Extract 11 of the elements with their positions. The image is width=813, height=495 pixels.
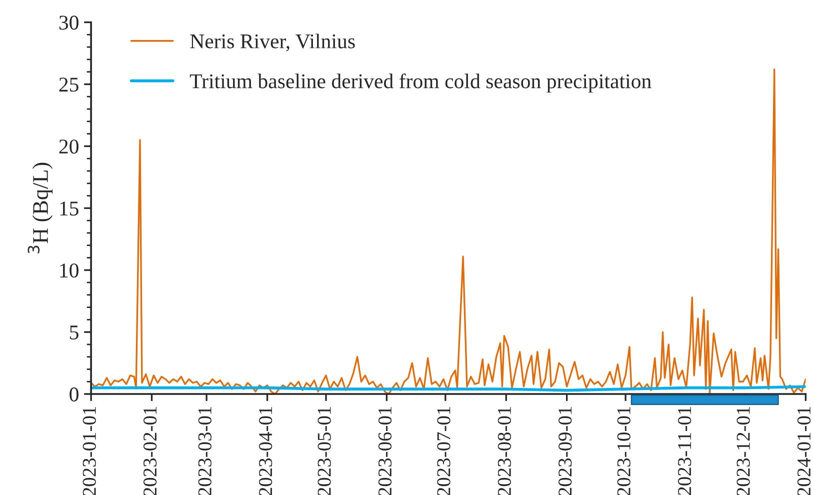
y-tick-label: 10 [60,263,78,278]
x-tick-label: 2023-11-01 [678,406,692,495]
legend-label: Neris River, Vilnius [190,34,355,52]
y-tick-label: 25 [59,78,78,92]
y-tick-label: 30 [59,16,78,30]
y-tick-label: 5 [70,326,78,340]
y-axis-title: $^{3}$H (Bq/L) [28,162,53,254]
y-tick-label: 20 [59,140,78,154]
legend-label: Tritium baseline derived from cold season precipitation [190,73,652,93]
y-tick-label: 15 [60,202,78,216]
y-tick-label: 0 [70,387,78,402]
